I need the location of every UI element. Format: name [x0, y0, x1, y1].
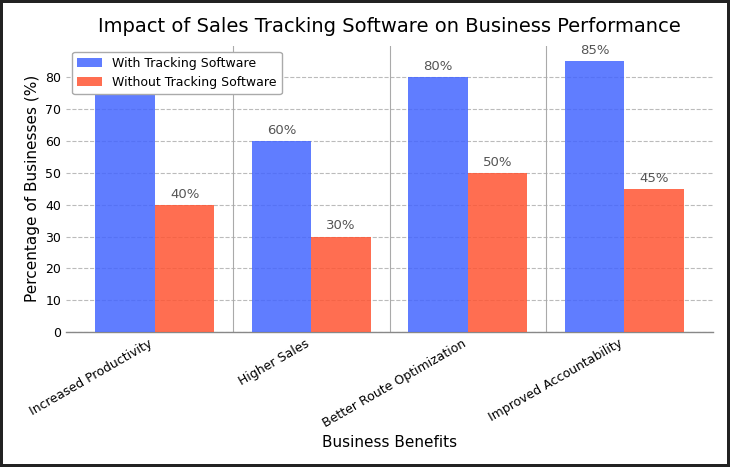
Bar [96, 93, 155, 332]
Bar [624, 189, 684, 332]
Text: 80%: 80% [423, 60, 453, 73]
Bar [565, 62, 624, 332]
X-axis label: Business Benefits: Business Benefits [322, 435, 457, 450]
Bar [155, 205, 215, 332]
Text: 40%: 40% [170, 188, 199, 200]
Bar [468, 173, 527, 332]
Text: 75%: 75% [110, 76, 140, 89]
Title: Impact of Sales Tracking Software on Business Performance: Impact of Sales Tracking Software on Bus… [99, 17, 681, 35]
Bar [409, 78, 468, 332]
Bar [312, 237, 371, 332]
Text: 60%: 60% [267, 124, 296, 137]
Y-axis label: Percentage of Businesses (%): Percentage of Businesses (%) [25, 75, 39, 303]
Bar [252, 141, 312, 332]
Text: 85%: 85% [580, 44, 610, 57]
Text: 45%: 45% [639, 172, 669, 184]
Legend: With Tracking Software, Without Tracking Software: With Tracking Software, Without Tracking… [72, 52, 282, 94]
Text: 30%: 30% [326, 219, 356, 233]
Text: 50%: 50% [483, 156, 512, 169]
